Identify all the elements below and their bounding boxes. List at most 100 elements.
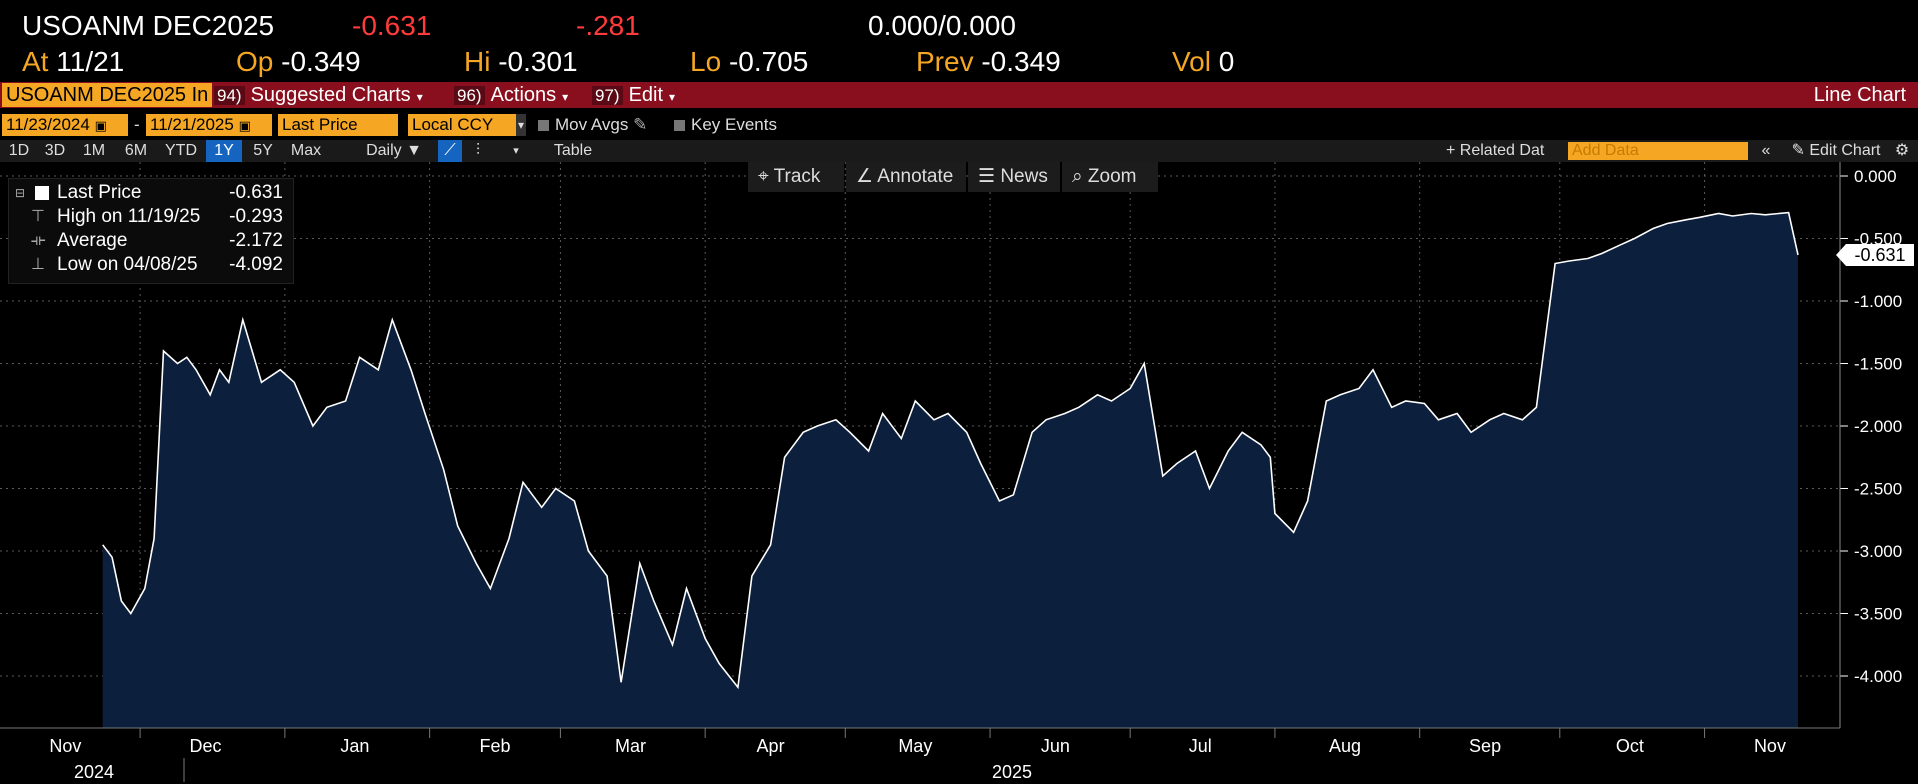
line-chart-icon[interactable]: ⟋: [438, 140, 462, 162]
x-month-label: Feb: [480, 736, 511, 756]
white-square-icon: [35, 186, 49, 200]
period-max[interactable]: Max: [290, 142, 322, 159]
gear-icon[interactable]: ⚙: [1894, 142, 1910, 159]
zoom-button[interactable]: ⌕ Zoom: [1062, 162, 1158, 192]
table-button[interactable]: Table: [553, 142, 593, 159]
legend-average: ⟛ Average -2.172: [9, 229, 293, 253]
add-data-input[interactable]: Add Data: [1568, 142, 1748, 160]
news-icon: ☰: [978, 166, 996, 187]
x-month-label: May: [898, 736, 932, 756]
low-marker-icon: ⊥: [31, 256, 45, 273]
mov-avgs-toggle[interactable]: Mov Avgs ✎: [538, 114, 647, 136]
x-month-label: Sep: [1469, 736, 1501, 756]
legend-low-value: -4.092: [229, 254, 283, 275]
price-area: [102, 212, 1799, 729]
currency-dropdown-icon[interactable]: ▾: [516, 114, 526, 136]
high-marker-icon: ⊤: [31, 208, 45, 225]
y-tick-label: 0.000: [1854, 167, 1897, 186]
prev-field: Prev -0.349: [916, 42, 1061, 82]
chart-legend[interactable]: ⊟ Last Price -0.631 ⊤ High on 11/19/25 -…: [8, 178, 294, 284]
legend-high: ⊤ High on 11/19/25 -0.293: [9, 205, 293, 229]
legend-average-label: Average: [57, 230, 128, 251]
open-label: Op: [236, 46, 274, 77]
y-tick-label: -1.000: [1854, 292, 1902, 311]
edit-chart-button[interactable]: ✎ Edit Chart: [1782, 140, 1890, 162]
y-tick-label: -3.500: [1854, 605, 1902, 624]
x-month-label: Jan: [340, 736, 369, 756]
period-5y[interactable]: 5Y: [253, 142, 273, 159]
x-year-label: 2025: [992, 762, 1032, 782]
pencil-icon: ∠: [856, 166, 874, 187]
annotate-button[interactable]: ∠ Annotate: [846, 162, 966, 192]
related-data-button[interactable]: + Related Dat: [1446, 142, 1545, 159]
legend-low-label: Low on 04/08/25: [57, 254, 198, 275]
period-1y[interactable]: 1Y: [206, 140, 242, 162]
double-chevron-left-icon[interactable]: «: [1761, 142, 1771, 159]
at-value: 11/21: [56, 46, 125, 77]
start-date-value: 11/23/2024: [6, 115, 90, 134]
chart-style-dropdown-icon[interactable]: ▾: [513, 145, 519, 157]
mov-avgs-label: Mov Avgs: [555, 115, 629, 134]
ticker-label: USOANM DEC2025: [22, 10, 275, 41]
at-field: At 11/21: [22, 42, 124, 82]
checkbox-icon: [538, 120, 549, 132]
bid-value: 0.000: [868, 10, 939, 41]
period-bar: 1D 3D 1M 6M YTD 1Y 5Y Max Daily ▼ ⟋ ⫶ ▾ Table +…: [0, 140, 1918, 162]
period-3d[interactable]: 3D: [44, 142, 66, 159]
net-change: -.281: [576, 10, 640, 41]
news-button[interactable]: ☰ News: [968, 162, 1060, 192]
bid-ask: 0.000/0.000: [868, 4, 1016, 48]
magnifier-icon: ⌕: [1072, 166, 1083, 187]
period-ytd[interactable]: YTD: [165, 142, 197, 159]
legend-high-label: High on 11/19/25: [57, 206, 201, 227]
news-label: News: [1000, 166, 1048, 187]
period-1m[interactable]: 1M: [82, 142, 106, 159]
chevron-down-icon: ▼: [406, 142, 422, 159]
collapse-icon[interactable]: ⊟: [15, 186, 26, 200]
prev-value: -0.349: [981, 46, 1061, 77]
open-value: -0.349: [281, 46, 361, 77]
start-date-field[interactable]: 11/23/2024 ▣: [2, 114, 128, 136]
pencil-icon: ✎: [1791, 142, 1805, 159]
period-1d[interactable]: 1D: [8, 142, 30, 159]
currency-select[interactable]: Local CCY: [408, 114, 518, 136]
suggested-charts-label: Suggested Charts: [250, 84, 411, 106]
period-6m[interactable]: 6M: [124, 142, 148, 159]
y-tick-label: -3.000: [1854, 542, 1902, 561]
options-row: 11/23/2024 ▣ - 11/21/2025 ▣ Last Price L…: [0, 114, 1918, 138]
x-month-label: Dec: [189, 736, 221, 756]
price-chart[interactable]: 0.000 -0.500 -1.000 -1.500 -2.000 -2.500 -3.00…: [0, 162, 1918, 784]
frequency-select[interactable]: Daily ▼: [356, 140, 432, 162]
x-month-label: Jun: [1041, 736, 1070, 756]
bid-ask-separator: /: [938, 10, 946, 41]
annotate-label: Annotate: [877, 166, 954, 187]
x-year-label: 2024: [74, 762, 114, 782]
x-month-label: Aug: [1329, 736, 1361, 756]
end-date-field[interactable]: 11/21/2025 ▣: [146, 114, 272, 136]
y-tick-label: -4.000: [1854, 667, 1902, 686]
chart-type-label[interactable]: Line Chart: [1813, 84, 1906, 106]
x-month-label: Apr: [757, 736, 785, 756]
checkbox-icon: [674, 120, 685, 132]
track-button[interactable]: ⌖ Track: [748, 162, 844, 192]
pencil-icon: ✎: [633, 115, 648, 134]
low-label: Lo: [690, 46, 722, 77]
security-input[interactable]: USOANM DEC2025 In: [2, 83, 212, 107]
y-tick-label: -2.500: [1854, 480, 1902, 499]
field-select[interactable]: Last Price: [278, 114, 398, 136]
chevron-down-icon: ▾: [416, 90, 423, 104]
suggested-charts-menu[interactable]: 94) Suggested Charts ▾: [214, 82, 423, 108]
edit-chart-label: Edit Chart: [1809, 142, 1881, 159]
y-tick-label: -2.000: [1854, 417, 1902, 436]
suggested-charts-number: 94): [214, 86, 245, 105]
chevron-down-icon: ▾: [669, 90, 676, 104]
bar-chart-icon[interactable]: ⫶: [475, 142, 480, 159]
edit-menu[interactable]: 97) Edit ▾: [592, 82, 675, 108]
actions-menu[interactable]: 96) Actions ▾: [454, 82, 568, 108]
price-line: [102, 211, 1799, 690]
legend-last-price: ⊟ Last Price -0.631: [9, 181, 293, 205]
calendar-icon: ▣: [94, 118, 107, 133]
legend-high-value: -0.293: [229, 206, 283, 227]
legend-last-label: Last Price: [57, 182, 142, 203]
key-events-toggle[interactable]: Key Events: [674, 114, 777, 136]
